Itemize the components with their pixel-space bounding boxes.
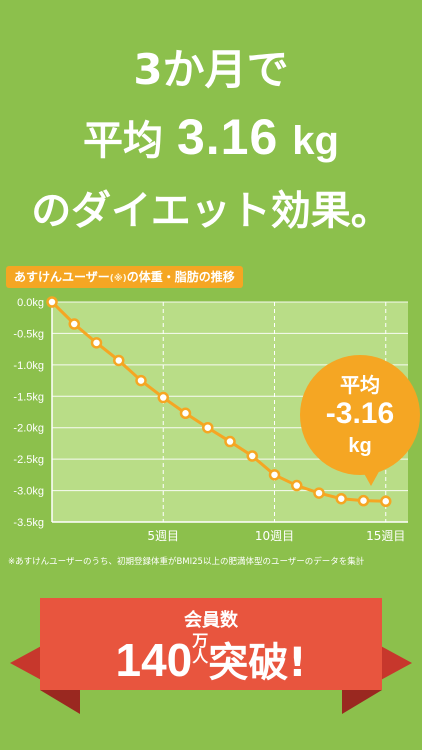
bubble-unit: kg (348, 435, 372, 457)
y-tick-label: -3.0kg (13, 486, 44, 498)
bubble-tail (361, 468, 381, 486)
headline-prefix: 平均 (83, 118, 164, 164)
bubble-value: -3.16 (325, 397, 395, 430)
data-point (157, 391, 169, 404)
average-bubble: 平均 -3.16 kg (300, 355, 420, 475)
ribbon-shadow-left (40, 690, 80, 714)
data-point (179, 407, 192, 420)
weight-line (50, 300, 386, 503)
x-tick-label: 5週目 (147, 529, 179, 543)
ribbon-unit-bottom: 人 (192, 647, 209, 666)
y-tick-label: -1.0kg (13, 360, 44, 372)
headline-unit: kg (292, 119, 339, 163)
chart-title-note: (※) (109, 274, 127, 284)
headline-line3: のダイエット効果。 (31, 188, 391, 234)
ribbon-label: 会員数 (184, 610, 238, 631)
chart-title: あすけんユーザー(※)の体重・脂肪の推移 (6, 266, 243, 288)
data-point (113, 354, 125, 367)
ribbon-unit: 万人 (192, 633, 208, 665)
data-point (246, 450, 258, 462)
data-point (135, 374, 147, 387)
data-point (335, 492, 347, 505)
x-tick-label: 10週目 (255, 529, 294, 543)
y-tick-label: -2.0kg (13, 423, 44, 435)
bubble-label: 平均 (340, 373, 380, 397)
headline-line2: 平均 3.16 kg (0, 108, 422, 166)
ribbon-suffix: 突破! (208, 640, 307, 686)
data-point (380, 495, 392, 508)
ribbon-unit-top: 万 (192, 631, 209, 650)
y-tick-label: -1.5kg (13, 391, 44, 403)
ribbon-count: 140万 人突破! (40, 630, 382, 688)
y-tick-label: 0.0kg (17, 297, 44, 309)
chart-title-main: あすけんユーザー (14, 270, 110, 284)
ribbon-shadow-right (342, 690, 382, 714)
data-point (291, 479, 303, 492)
data-point (224, 435, 236, 448)
footnote: ※あすけんユーザーのうち、初期登録体重がBMI25以上の肥満体型のユーザーのデー… (8, 557, 365, 567)
data-point (268, 469, 281, 481)
chart-title-suffix: の体重・脂肪の推移 (126, 270, 235, 284)
y-tick-label: -2.5kg (13, 454, 44, 466)
y-tick-label: -3.5kg (13, 517, 44, 529)
headline-value: 3.16 (176, 109, 279, 165)
ribbon-number: 140 (115, 634, 193, 686)
x-tick-label: 15週目 (366, 529, 405, 543)
data-point (357, 494, 370, 507)
y-tick-label: -0.5kg (13, 328, 44, 340)
data-point (68, 318, 80, 330)
members-ribbon: 会員数 140万 人突破! (40, 598, 382, 690)
headline-line1: 3か月で (133, 45, 289, 94)
data-point (202, 421, 214, 434)
data-point (90, 337, 103, 349)
data-point (46, 296, 58, 308)
data-point (313, 487, 325, 499)
